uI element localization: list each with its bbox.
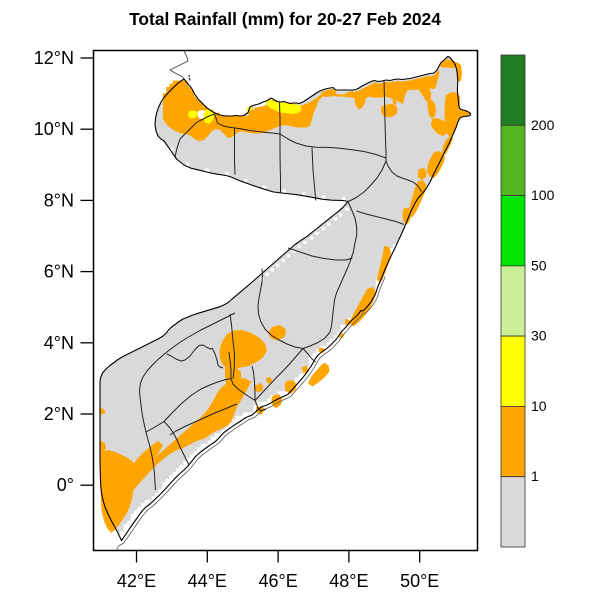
svg-text:30: 30	[531, 328, 547, 344]
svg-text:50°E: 50°E	[400, 571, 439, 591]
svg-text:46°E: 46°E	[258, 571, 297, 591]
svg-text:4°N: 4°N	[44, 333, 74, 353]
svg-text:50: 50	[531, 257, 547, 273]
svg-text:1: 1	[531, 468, 539, 484]
svg-text:10: 10	[531, 398, 547, 414]
svg-text:0°: 0°	[57, 475, 74, 495]
svg-text:42°E: 42°E	[117, 571, 156, 591]
svg-text:48°E: 48°E	[329, 571, 368, 591]
svg-text:10°N: 10°N	[34, 119, 74, 139]
svg-text:8°N: 8°N	[44, 190, 74, 210]
svg-text:200: 200	[531, 117, 555, 133]
svg-text:12°N: 12°N	[34, 48, 74, 68]
svg-text:44°E: 44°E	[188, 571, 227, 591]
svg-text:100: 100	[531, 187, 555, 203]
svg-text:6°N: 6°N	[44, 262, 74, 282]
svg-text:2°N: 2°N	[44, 404, 74, 424]
svg-text:Total Rainfall (mm) for 20-27: Total Rainfall (mm) for 20-27 Feb 2024	[129, 9, 441, 29]
